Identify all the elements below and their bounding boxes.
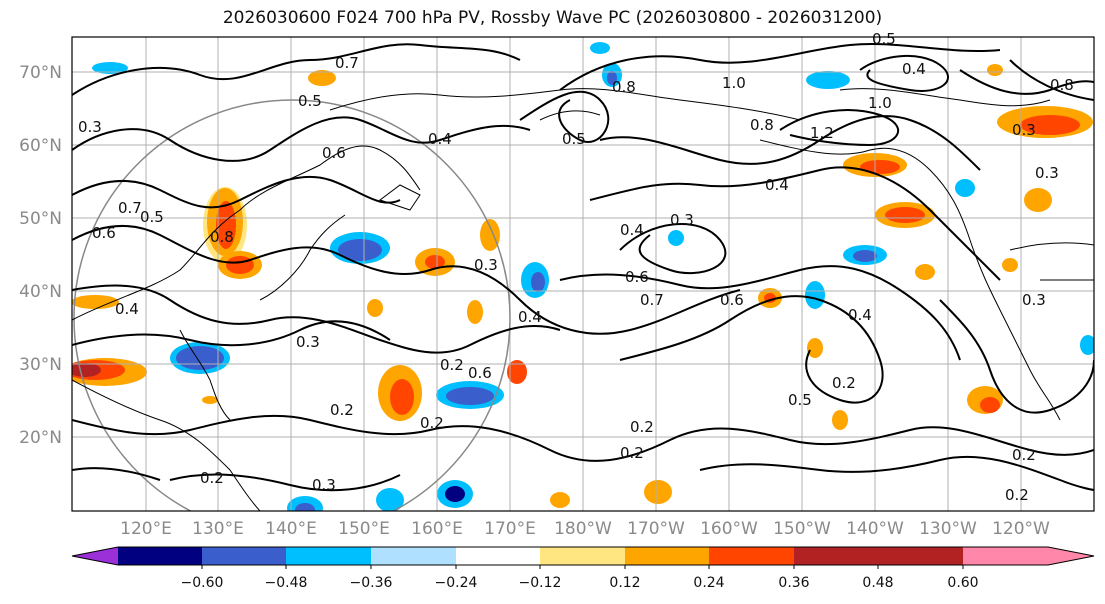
contour-label: 0.3 (296, 333, 320, 351)
map-frame (71, 36, 1095, 512)
colorbar-segment (709, 547, 794, 565)
colorbar-segment (286, 547, 371, 565)
lat-label-20n: 20°N (19, 428, 62, 448)
contour-label: 1.0 (868, 94, 892, 112)
contour-label: 0.5 (872, 30, 896, 48)
colorbar-segment (202, 547, 286, 565)
colorbar-tick-label: 0.24 (693, 575, 724, 591)
colorbar-segment (118, 547, 202, 565)
colorbar-tick-label: −0.36 (350, 575, 393, 591)
gridlines (72, 37, 1094, 511)
colorbar-segment (625, 547, 709, 565)
lon-label-140w: 140°W (846, 519, 904, 539)
contour-label: 1.2 (810, 124, 834, 142)
contour-label: 0.2 (1005, 486, 1029, 504)
map-title: 2026030600 F024 700 hPa PV, Rossby Wave … (222, 8, 883, 28)
reference-circle (73, 99, 511, 511)
colorbar-tick-label: −0.12 (519, 575, 562, 591)
contour-label: 0.3 (1022, 291, 1046, 309)
contour-labels: 0.7 0.5 0.4 0.3 0.8 1.0 0.5 0.6 0.3 0.4 … (78, 30, 1074, 504)
lon-label-160e: 160°E (411, 519, 463, 539)
contour-label: 0.4 (518, 308, 542, 326)
lat-label-30n: 30°N (19, 355, 62, 375)
contour-label: 0.6 (468, 364, 492, 382)
colorbar-segment (456, 547, 540, 565)
colorbar-segment (371, 547, 456, 565)
contour-label: 0.8 (750, 116, 774, 134)
colorbar-outline (71, 546, 1095, 566)
pv-contours (72, 42, 1094, 492)
contour-label: 0.5 (562, 130, 586, 148)
lon-label-170e: 170°E (484, 519, 536, 539)
contour-label: 0.3 (670, 211, 694, 229)
colorbar-segment (878, 547, 963, 565)
contour-label: 0.4 (902, 60, 926, 78)
contour-label: 0.8 (612, 78, 636, 96)
lon-label-170w: 170°W (627, 519, 685, 539)
lon-label-130e: 130°E (192, 519, 244, 539)
contour-label: 0.5 (788, 391, 812, 409)
contour-label: 0.3 (474, 256, 498, 274)
contour-label: 0.7 (118, 199, 142, 217)
lat-label-70n: 70°N (19, 63, 62, 83)
contour-label: 1.0 (722, 74, 746, 92)
colorbar-extend-max (963, 547, 1094, 565)
lat-label-40n: 40°N (19, 282, 62, 302)
contour-label: 0.2 (620, 444, 644, 462)
contour-label: 0.2 (330, 401, 354, 419)
contour-label: 0.2 (440, 356, 464, 374)
contour-label: 0.8 (1050, 76, 1074, 94)
colorbar-tick-label: 0.60 (947, 575, 978, 591)
contour-label: 0.7 (335, 54, 359, 72)
lon-label-150e: 150°E (338, 519, 390, 539)
colorbar-extend-min (72, 547, 118, 565)
contour-label: 0.3 (1035, 164, 1059, 182)
contour-label: 0.4 (620, 221, 644, 239)
colorbar-tick-label: −0.24 (435, 575, 478, 591)
colorbar-tick-label: 0.36 (778, 575, 809, 591)
lat-label-60n: 60°N (19, 136, 62, 156)
colorbar: −0.60 −0.48 −0.36 −0.24 −0.12 0.12 0.24 … (71, 546, 1095, 591)
lon-label-160w: 160°W (700, 519, 758, 539)
lon-label-130w: 130°W (919, 519, 977, 539)
colorbar-tick-label: −0.48 (265, 575, 308, 591)
colorbar-segment (794, 547, 878, 565)
lon-label-150w: 150°W (773, 519, 831, 539)
positive-anomaly-blobs (72, 64, 1093, 508)
contour-label: 0.2 (832, 374, 856, 392)
contour-label: 0.6 (625, 268, 649, 286)
contour-label: 0.4 (765, 176, 789, 194)
contour-label: 0.4 (848, 306, 872, 324)
contour-label: 0.7 (640, 291, 664, 309)
contour-label: 0.5 (298, 92, 322, 110)
lon-label-120w: 120°W (992, 519, 1050, 539)
lon-label-140e: 140°E (265, 519, 317, 539)
contour-label: 0.2 (420, 414, 444, 432)
contour-label: 0.2 (1012, 446, 1036, 464)
contour-label: 0.4 (428, 130, 452, 148)
contour-label: 0.6 (322, 144, 346, 162)
contour-label: 0.3 (78, 118, 102, 136)
lon-label-120e: 120°E (120, 519, 172, 539)
colorbar-tick-label: 0.48 (862, 575, 893, 591)
contour-label: 0.8 (210, 228, 234, 246)
contour-label: 0.6 (92, 224, 116, 242)
shading-layer (72, 42, 1094, 511)
contour-label: 0.4 (115, 300, 139, 318)
colorbar-tick-label: 0.12 (609, 575, 640, 591)
colorbar-tick-label: −0.60 (181, 575, 224, 591)
lat-label-50n: 50°N (19, 209, 62, 229)
lon-label-180w: 180°W (554, 519, 612, 539)
contour-label: 0.2 (200, 469, 224, 487)
contour-label: 0.5 (140, 208, 164, 226)
colorbar-segment (540, 547, 625, 565)
longitude-labels: 120°E 130°E 140°E 150°E 160°E 170°E 180°… (120, 519, 1050, 539)
contour-label: 0.6 (720, 291, 744, 309)
contour-label: 0.3 (312, 476, 336, 494)
latitude-labels: 70°N 60°N 50°N 40°N 30°N 20°N (19, 63, 62, 448)
contour-label: 0.3 (1012, 121, 1036, 139)
contour-label: 0.2 (630, 418, 654, 436)
